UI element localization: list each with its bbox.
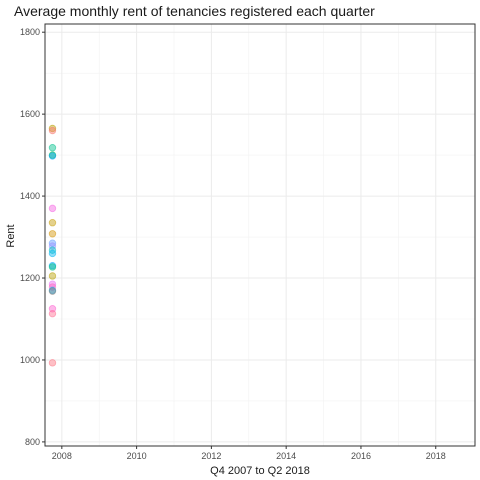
- x-axis-title: Q4 2007 to Q2 2018: [210, 465, 310, 477]
- data-point: [48, 242, 57, 250]
- x-tick-label: 2010: [127, 451, 147, 461]
- x-tick-label: 2018: [426, 451, 446, 461]
- data-point: [48, 126, 57, 135]
- y-tick-label: 1000: [20, 355, 40, 365]
- y-tick-label: 1600: [20, 109, 40, 119]
- data-point: [48, 219, 57, 227]
- x-tick-label: 2008: [52, 451, 72, 461]
- axis-ticks: 800 1000 1200 1400 1600 1800 2008 2010 2012 2014 2…: [20, 27, 446, 461]
- data-point: [48, 144, 57, 152]
- y-tick-label: 1200: [20, 273, 40, 283]
- data-point: [48, 359, 57, 367]
- y-axis-title: Rent: [5, 224, 17, 247]
- data-points: [48, 124, 57, 367]
- x-tick-label: 2012: [201, 451, 221, 461]
- data-point: [48, 152, 57, 160]
- panel-border: [44, 23, 476, 447]
- data-point: [48, 263, 57, 271]
- y-tick-label: 1400: [20, 191, 40, 201]
- data-point: [48, 124, 57, 133]
- grid: [45, 24, 475, 446]
- data-point: [48, 287, 57, 295]
- chart-title: Average monthly rent of tenancies regist…: [14, 3, 375, 19]
- data-point: [48, 309, 57, 318]
- y-tick-label: 1800: [20, 27, 40, 37]
- data-point: [48, 249, 57, 258]
- x-tick-label: 2014: [276, 451, 296, 461]
- data-point: [48, 230, 57, 238]
- data-point: [48, 272, 57, 280]
- data-point: [48, 204, 57, 213]
- x-tick-label: 2016: [351, 451, 371, 461]
- y-tick-label: 800: [25, 437, 40, 447]
